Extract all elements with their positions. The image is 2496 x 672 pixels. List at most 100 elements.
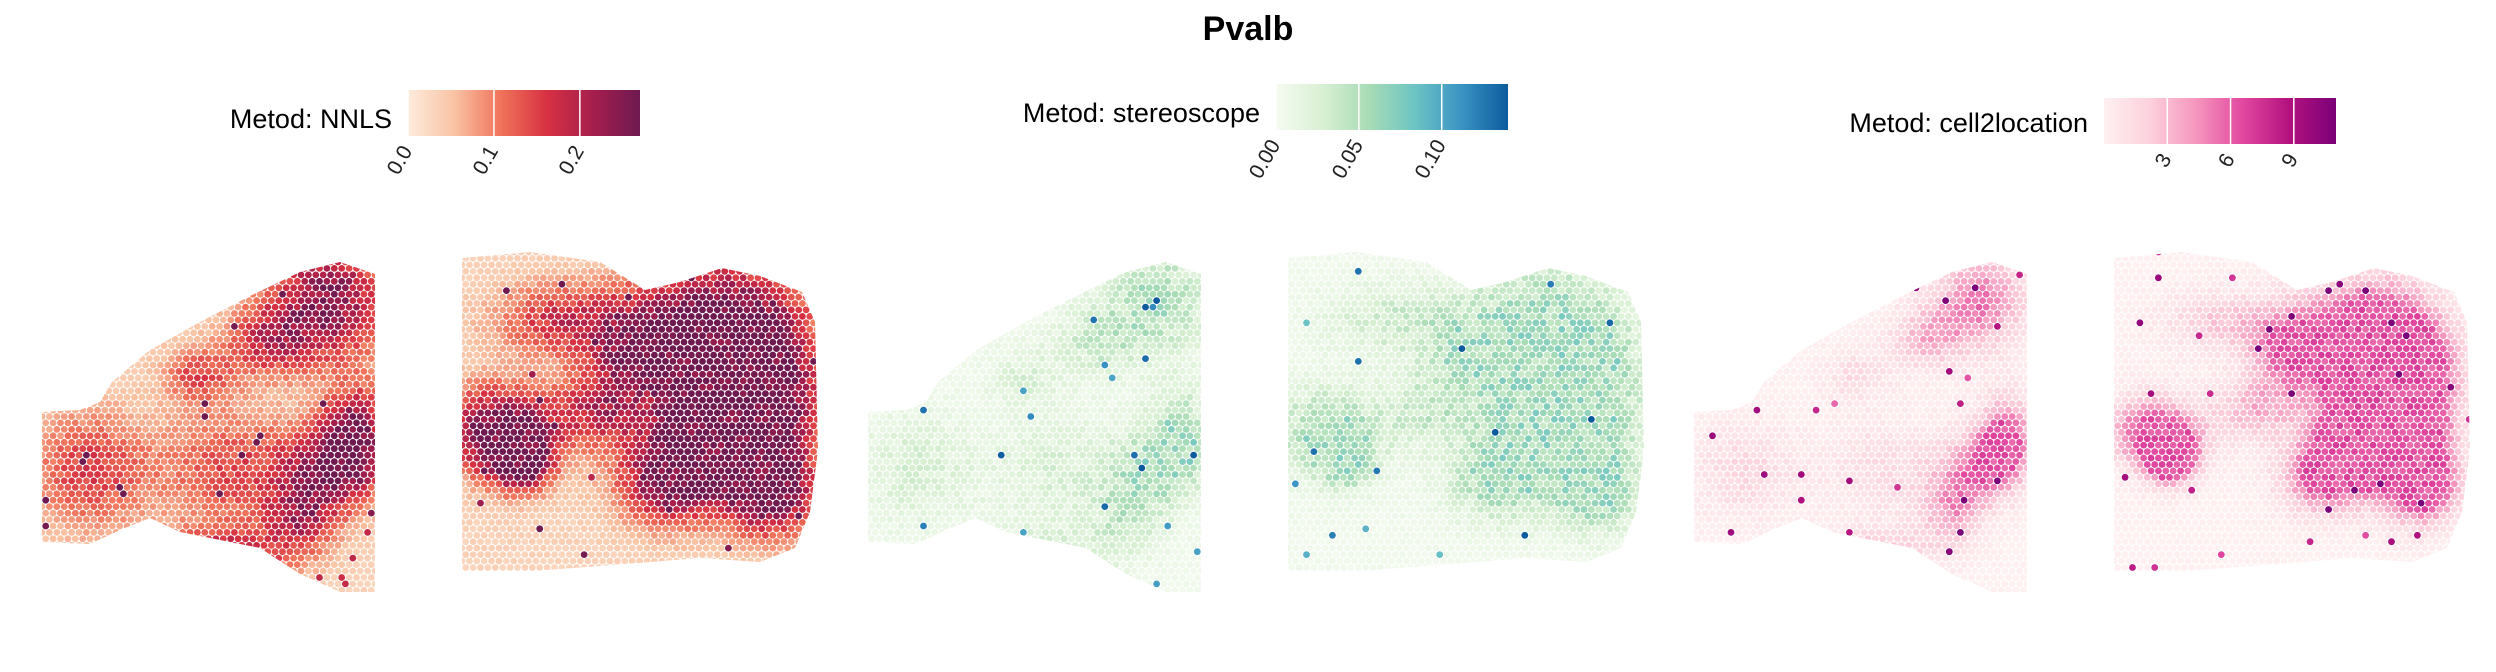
spot: [466, 313, 473, 320]
spot: [780, 306, 788, 314]
spot: [338, 445, 346, 453]
spot: [42, 522, 50, 530]
spot: [669, 396, 677, 404]
spot: [769, 441, 777, 449]
spot: [554, 313, 562, 320]
spot: [702, 390, 710, 397]
spot: [599, 325, 606, 333]
spot: [293, 432, 301, 440]
spot: [806, 300, 814, 307]
spot: [725, 557, 732, 565]
spot: [127, 438, 135, 446]
spot: [514, 319, 521, 327]
spot: [238, 310, 246, 317]
spot: [802, 280, 810, 288]
spot: [138, 458, 146, 465]
spot: [743, 499, 751, 507]
spot: [116, 586, 124, 592]
spot: [536, 473, 544, 481]
spot: [90, 400, 98, 407]
spot: [179, 335, 187, 343]
spot: [665, 377, 673, 385]
spot: [60, 271, 68, 279]
spot: [219, 458, 227, 465]
spot: [547, 416, 555, 423]
colorbar-tick-label: 0.00: [1245, 136, 1285, 183]
spot: [282, 271, 290, 279]
spot: [588, 255, 595, 262]
spot: [142, 262, 150, 266]
spot: [83, 516, 90, 523]
spot: [462, 396, 470, 404]
spot: [580, 499, 588, 507]
spot: [625, 370, 632, 378]
spot: [625, 448, 632, 455]
spot: [260, 400, 268, 407]
spot: [728, 345, 736, 352]
spot: [1168, 262, 1175, 266]
spot: [591, 441, 599, 449]
spot: [94, 535, 101, 543]
spot: [364, 335, 371, 343]
spot: [614, 364, 621, 372]
spot: [565, 461, 573, 468]
spot: [651, 493, 658, 500]
spot: [49, 445, 57, 453]
spot: [591, 506, 599, 513]
spot: [371, 361, 375, 369]
spot: [238, 297, 246, 304]
spot: [894, 271, 901, 279]
spot: [216, 477, 224, 485]
spot: [473, 300, 481, 307]
spot: [245, 451, 253, 459]
spot: [127, 335, 135, 343]
spot: [510, 252, 518, 256]
spot: [750, 280, 758, 288]
spot: [127, 464, 135, 472]
spot: [625, 267, 632, 275]
spot: [138, 277, 146, 285]
spot: [462, 441, 466, 449]
spot: [927, 265, 935, 272]
spot: [360, 406, 368, 414]
spot: [286, 574, 294, 581]
spot: [123, 535, 131, 543]
spot: [514, 255, 521, 262]
spot: [268, 348, 275, 356]
spot: [49, 406, 57, 414]
spot: [765, 358, 773, 365]
spot: [673, 351, 680, 359]
spot: [654, 499, 662, 507]
spot: [739, 403, 747, 410]
spot: [190, 419, 198, 427]
spot: [182, 548, 190, 556]
spot: [750, 499, 758, 507]
spot: [134, 580, 142, 588]
spot: [179, 516, 187, 523]
spot: [580, 525, 588, 533]
spot: [713, 551, 721, 558]
spot: [301, 432, 309, 440]
spot: [286, 483, 294, 491]
spot: [602, 306, 610, 314]
spot: [894, 262, 901, 266]
spot: [208, 541, 216, 549]
spot: [46, 262, 53, 266]
spot: [327, 335, 334, 343]
spot: [676, 538, 684, 546]
spot: [784, 261, 791, 269]
spot: [721, 525, 729, 533]
spot: [105, 451, 112, 459]
spot: [367, 355, 375, 362]
spot: [702, 300, 710, 307]
spot: [732, 287, 740, 294]
spot: [577, 287, 584, 294]
spot: [462, 519, 466, 526]
spot: [562, 351, 569, 359]
spot: [1131, 271, 1138, 279]
spot: [334, 262, 342, 266]
spot: [201, 451, 209, 459]
spot: [710, 313, 717, 320]
spot: [120, 361, 127, 369]
spot: [569, 441, 577, 449]
